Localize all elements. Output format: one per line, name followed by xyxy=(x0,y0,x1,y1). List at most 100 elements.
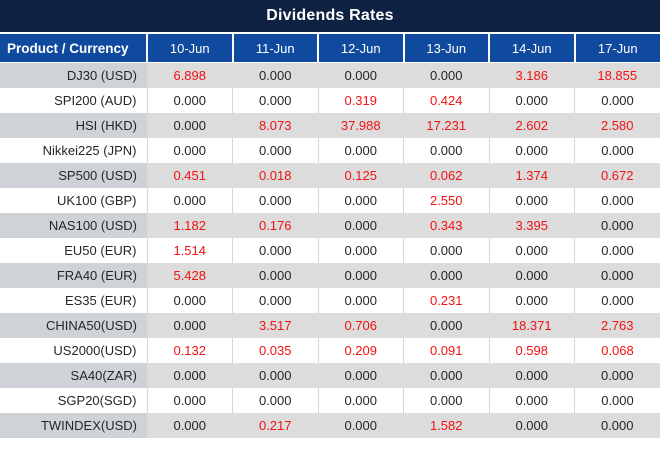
table-row: SGP20(SGD) 0.000 0.000 0.000 0.000 0.000 0.000 xyxy=(0,388,660,413)
rate-cell: 0.000 xyxy=(317,288,404,313)
rate-cell: 0.176 xyxy=(232,213,318,238)
product-cell: SA40(ZAR) xyxy=(0,363,147,388)
rate-cell: 18.371 xyxy=(489,313,575,338)
rate-cell: 0.000 xyxy=(147,313,233,338)
table-row: CHINA50(USD) 0.000 3.517 0.706 0.000 18.371 2.… xyxy=(0,313,660,338)
rate-cell: 0.000 xyxy=(232,62,318,88)
rate-cell: 0.598 xyxy=(488,338,575,363)
rate-cell: 0.000 xyxy=(317,238,404,263)
rate-cell: 0.091 xyxy=(403,338,489,363)
rate-cell: 3.517 xyxy=(232,313,318,338)
rate-cell: 0.000 xyxy=(146,288,233,313)
rate-cell: 0.000 xyxy=(489,363,575,388)
product-cell: CHINA50(USD) xyxy=(0,313,147,338)
rate-cell: 0.018 xyxy=(232,163,318,188)
rate-cell: 0.000 xyxy=(488,138,575,163)
rate-cell: 0.706 xyxy=(318,313,404,338)
rate-cell: 0.000 xyxy=(318,413,404,438)
rate-cell: 0.000 xyxy=(232,363,318,388)
rate-cell: 0.062 xyxy=(403,163,489,188)
rate-cell: 0.000 xyxy=(146,188,233,213)
rate-cell: 0.000 xyxy=(488,238,575,263)
rate-cell: 17.231 xyxy=(403,113,489,138)
rate-cell: 2.580 xyxy=(574,113,660,138)
rate-cell: 0.000 xyxy=(232,263,318,288)
rate-cell: 0.000 xyxy=(318,263,404,288)
column-header-date: 11-Jun xyxy=(231,32,318,63)
rate-cell: 8.073 xyxy=(232,113,318,138)
rate-cell: 0.000 xyxy=(147,413,233,438)
table-row: HSI (HKD) 0.000 8.073 37.988 17.231 2.602 2.58… xyxy=(0,113,660,138)
rate-cell: 0.125 xyxy=(318,163,404,188)
product-cell: Nikkei225 (JPN) xyxy=(0,138,147,163)
rate-cell: 0.000 xyxy=(574,188,660,213)
table-row: SP500 (USD) 0.451 0.018 0.125 0.062 1.374 0.67… xyxy=(0,163,660,188)
rate-cell: 0.000 xyxy=(232,388,318,413)
table-row: DJ30 (USD) 6.898 0.000 0.000 0.000 3.186 18.85… xyxy=(0,62,660,88)
rate-cell: 0.000 xyxy=(146,388,233,413)
table-row: UK100 (GBP) 0.000 0.000 0.000 2.550 0.000 0.00… xyxy=(0,188,660,213)
rate-cell: 0.209 xyxy=(317,338,404,363)
rate-cell: 0.672 xyxy=(574,163,660,188)
product-cell: FRA40 (EUR) xyxy=(0,263,147,288)
rate-cell: 0.000 xyxy=(232,288,318,313)
table-row: SPI200 (AUD) 0.000 0.000 0.319 0.424 0.000 0.0… xyxy=(0,88,660,113)
rate-cell: 0.000 xyxy=(403,62,489,88)
rate-cell: 0.000 xyxy=(574,413,660,438)
column-header-date: 12-Jun xyxy=(317,32,404,63)
product-cell: SPI200 (AUD) xyxy=(0,88,147,113)
rate-cell: 1.374 xyxy=(489,163,575,188)
rate-cell: 0.000 xyxy=(147,113,233,138)
table-row: EU50 (EUR) 1.514 0.000 0.000 0.000 0.000 0.000 xyxy=(0,238,660,263)
product-cell: ES35 (EUR) xyxy=(0,288,147,313)
product-cell: SP500 (USD) xyxy=(0,163,147,188)
product-cell: SGP20(SGD) xyxy=(0,388,147,413)
column-header-date: 14-Jun xyxy=(488,32,575,63)
rate-cell: 0.000 xyxy=(574,263,660,288)
table-row: SA40(ZAR) 0.000 0.000 0.000 0.000 0.000 0.000 xyxy=(0,363,660,388)
rate-cell: 0.319 xyxy=(317,88,404,113)
table-row: FRA40 (EUR) 5.428 0.000 0.000 0.000 0.000 0.00… xyxy=(0,263,660,288)
rate-cell: 5.428 xyxy=(147,263,233,288)
rate-cell: 0.000 xyxy=(574,388,660,413)
rate-cell: 1.514 xyxy=(146,238,233,263)
rate-cell: 2.550 xyxy=(403,188,489,213)
product-cell: EU50 (EUR) xyxy=(0,238,147,263)
page-title: Dividends Rates xyxy=(0,0,660,32)
header-row: Product / Currency 10-Jun 11-Jun 12-Jun 13-J… xyxy=(0,32,660,63)
product-cell: TWINDEX(USD) xyxy=(0,413,147,438)
product-cell: US2000(USD) xyxy=(0,338,147,363)
rate-cell: 0.000 xyxy=(403,313,489,338)
rate-cell: 0.000 xyxy=(403,238,489,263)
rate-cell: 0.000 xyxy=(232,188,318,213)
rate-cell: 3.395 xyxy=(489,213,575,238)
rate-cell: 3.186 xyxy=(489,62,575,88)
rate-cell: 0.000 xyxy=(232,88,318,113)
rate-cell: 0.000 xyxy=(488,288,575,313)
rate-cell: 0.000 xyxy=(574,213,660,238)
rate-cell: 0.000 xyxy=(317,188,404,213)
rate-cell: 0.000 xyxy=(488,188,575,213)
rate-cell: 0.000 xyxy=(146,88,233,113)
column-header-date: 10-Jun xyxy=(146,32,233,63)
rate-cell: 0.000 xyxy=(574,288,660,313)
table-body: DJ30 (USD) 6.898 0.000 0.000 0.000 3.186 18.85… xyxy=(0,62,660,438)
rate-cell: 2.602 xyxy=(489,113,575,138)
rate-cell: 0.000 xyxy=(403,388,489,413)
rate-cell: 0.000 xyxy=(574,363,660,388)
rate-cell: 0.000 xyxy=(147,363,233,388)
rate-cell: 0.000 xyxy=(489,263,575,288)
rate-cell: 1.582 xyxy=(403,413,489,438)
rate-cell: 0.000 xyxy=(488,388,575,413)
rate-cell: 0.000 xyxy=(403,363,489,388)
rate-cell: 0.217 xyxy=(232,413,318,438)
rate-cell: 6.898 xyxy=(147,62,233,88)
rate-cell: 0.000 xyxy=(574,88,660,113)
rate-cell: 37.988 xyxy=(318,113,404,138)
rate-cell: 2.763 xyxy=(574,313,660,338)
rate-cell: 0.343 xyxy=(403,213,489,238)
rate-cell: 0.000 xyxy=(403,263,489,288)
table-row: Nikkei225 (JPN) 0.000 0.000 0.000 0.000 0.000… xyxy=(0,138,660,163)
rate-cell: 0.424 xyxy=(403,88,489,113)
